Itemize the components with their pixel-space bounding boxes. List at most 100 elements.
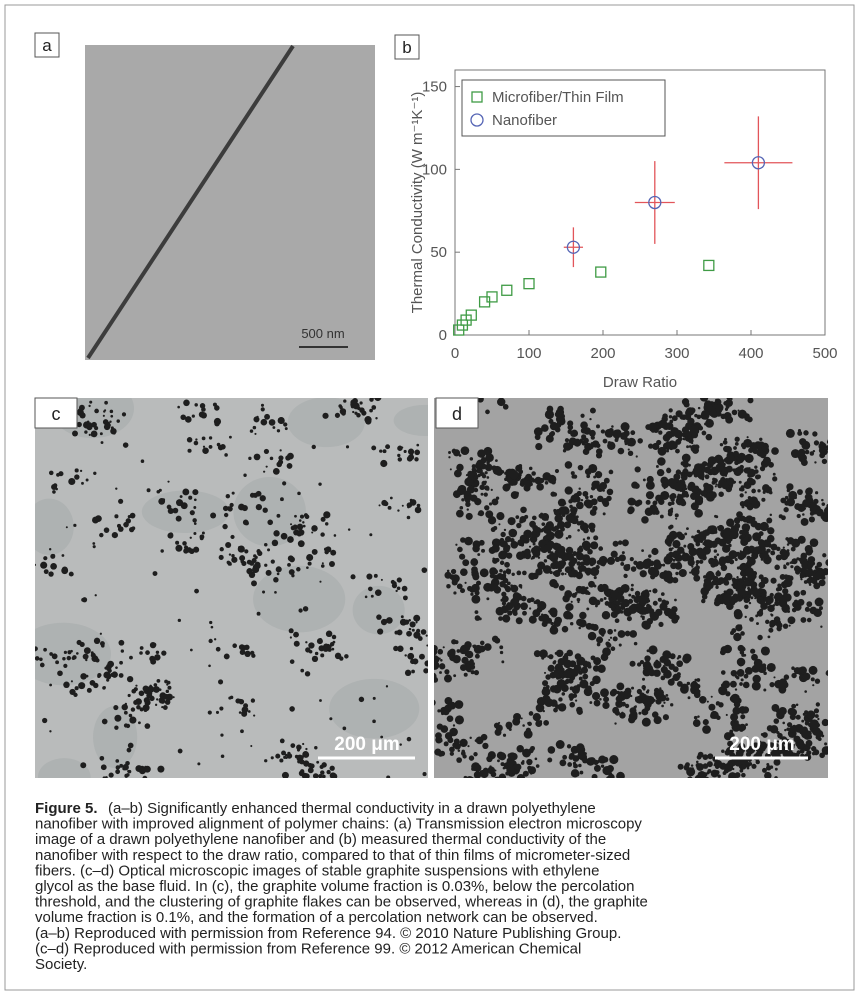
flake (730, 713, 738, 721)
flake (512, 608, 518, 614)
flake (591, 486, 595, 490)
flake (475, 590, 480, 595)
flake (500, 599, 503, 602)
flake (461, 446, 470, 455)
flake (129, 714, 133, 718)
flake (821, 499, 824, 502)
flake (527, 722, 530, 725)
flake (220, 734, 223, 737)
flake (675, 572, 678, 575)
flake (678, 435, 682, 439)
flake (614, 722, 616, 724)
flake (541, 424, 549, 432)
flake (251, 580, 257, 586)
flake (103, 419, 109, 425)
flake (652, 505, 656, 509)
flake (277, 429, 280, 432)
flake (507, 602, 511, 606)
flake (516, 571, 521, 576)
flake (446, 584, 451, 589)
flake (508, 517, 516, 525)
flake (244, 651, 250, 657)
flake (548, 550, 552, 554)
flake (724, 438, 727, 441)
flake (335, 413, 340, 418)
flake (510, 753, 517, 760)
flake (454, 743, 461, 750)
flake (287, 753, 293, 759)
flake (91, 433, 94, 436)
flake (567, 762, 572, 767)
flake (737, 658, 746, 667)
flake (794, 566, 801, 573)
flake (221, 754, 225, 758)
flake (577, 561, 581, 565)
flake (696, 548, 705, 557)
shade (233, 477, 306, 546)
flake (504, 477, 508, 481)
flake (319, 581, 321, 583)
flake (147, 488, 151, 492)
flake (509, 529, 516, 536)
flake (571, 430, 578, 437)
flake (481, 549, 485, 553)
flake (113, 705, 118, 710)
caption-line: (c–d) Reproduced with permission from Re… (35, 940, 581, 957)
flake (701, 599, 705, 603)
flake (583, 566, 586, 569)
flake (745, 491, 747, 493)
flake (503, 584, 508, 589)
flake (242, 505, 248, 511)
flake (732, 468, 736, 472)
flake (611, 611, 618, 618)
flake (805, 450, 810, 455)
flake (546, 531, 555, 540)
flake (566, 553, 574, 561)
flake (287, 536, 294, 543)
flake (561, 572, 564, 575)
flake (55, 660, 59, 664)
flake (761, 578, 766, 583)
flake (214, 638, 216, 640)
flake (451, 569, 456, 574)
flake (125, 761, 130, 766)
flake (669, 531, 678, 540)
flake (298, 540, 305, 547)
flake (564, 653, 568, 657)
flake (192, 518, 196, 522)
flake (708, 456, 717, 465)
flake (584, 559, 591, 566)
flake (708, 573, 714, 579)
flake (173, 508, 179, 514)
flake (302, 521, 304, 523)
flake (390, 497, 393, 500)
flake (597, 560, 602, 565)
flake (751, 654, 758, 661)
flake (733, 451, 739, 457)
flake (131, 689, 136, 694)
flake (769, 682, 774, 687)
flake (202, 447, 209, 454)
flake (426, 635, 428, 637)
flake (364, 416, 371, 423)
flake (529, 616, 537, 624)
flake (377, 628, 383, 634)
flake (62, 554, 65, 557)
flake (415, 621, 417, 623)
flake (498, 523, 500, 525)
flake (167, 686, 171, 690)
flake (801, 731, 809, 739)
flake (797, 431, 802, 436)
flake (496, 725, 503, 732)
flake (707, 761, 713, 767)
flake (485, 464, 493, 472)
flake (623, 574, 627, 578)
flake (706, 434, 713, 441)
flake (495, 459, 498, 462)
flake (708, 485, 713, 490)
flake (153, 571, 158, 576)
flake (720, 649, 726, 655)
flake (129, 656, 133, 660)
flake (256, 491, 262, 497)
flake (571, 601, 573, 603)
